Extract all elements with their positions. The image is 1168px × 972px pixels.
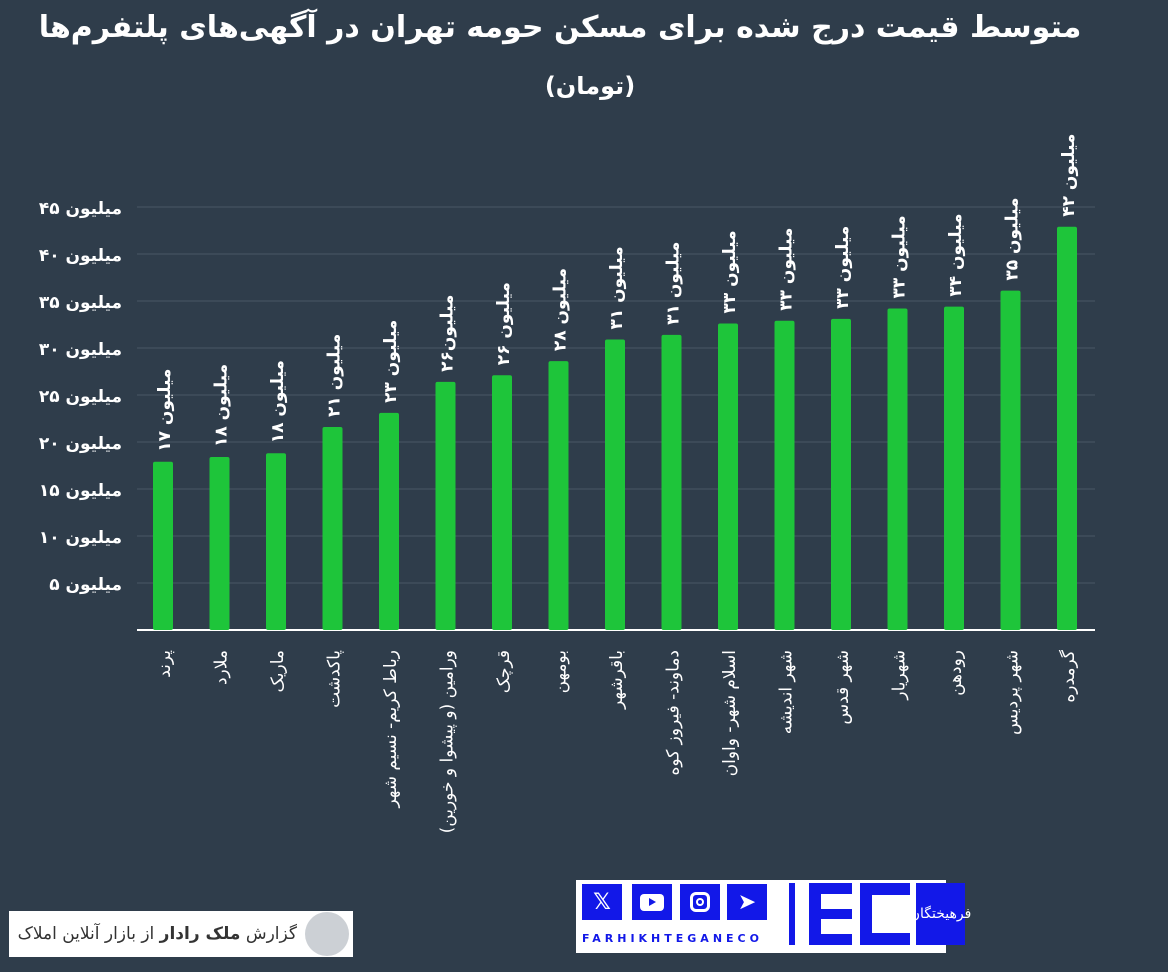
data-label: ۳۴ میلیون <box>946 213 966 296</box>
data-label: ۲۸ میلیون <box>551 268 571 351</box>
x-tick-label: شهر اندیشه <box>777 650 797 734</box>
bar <box>435 381 456 630</box>
x-tick-label: شهریار <box>890 650 910 701</box>
data-label: ۲۶میلیون <box>438 295 458 372</box>
data-label: ۳۳ میلیون <box>890 215 910 298</box>
y-tick-label: ۲۰ میلیون <box>39 434 122 454</box>
bar <box>209 457 230 630</box>
brand-fa-logo: فرهیختگان <box>910 883 971 945</box>
x-tick-label: رودهن <box>946 650 966 696</box>
x-tick-label: بومهن <box>551 650 571 693</box>
bar <box>605 339 625 630</box>
avatar <box>305 912 349 956</box>
bar <box>153 461 173 630</box>
instagram-icon <box>680 884 720 920</box>
x-tick-label: ماریک <box>268 650 288 692</box>
x-tick-label: باقرشهر <box>607 650 627 710</box>
brand-text: FARHIKHTEGANECO <box>582 932 763 945</box>
data-label: ۳۳ میلیون <box>777 228 797 311</box>
y-tick-label: ۴۵ میلیون <box>39 199 122 219</box>
y-tick-label: ۱۰ میلیون <box>39 528 122 548</box>
bar <box>266 453 286 630</box>
x-tick-label: قرچک <box>494 650 514 693</box>
bar <box>831 318 851 630</box>
bar <box>661 334 682 630</box>
iec-divider <box>789 883 795 945</box>
bar <box>379 412 399 630</box>
iec-letter-e <box>809 883 852 945</box>
x-icon: 𝕏 <box>582 884 622 920</box>
x-tick-label: ملارد <box>212 650 232 685</box>
bar <box>1057 226 1077 631</box>
x-tick-label: پاکدشت <box>325 650 345 708</box>
data-label: ۱۸ میلیون <box>268 360 288 443</box>
bar <box>887 308 908 630</box>
bar <box>492 375 512 630</box>
y-tick-label: ۵ میلیون <box>49 575 122 595</box>
bar <box>944 306 964 630</box>
bar <box>718 323 738 630</box>
x-tick-label: رباط کریم- نسیم شهر <box>381 650 401 809</box>
data-label: ۲۶ میلیون <box>494 282 514 365</box>
data-label: ۳۳ میلیون <box>720 230 740 313</box>
data-label: ۱۷ میلیون <box>155 369 175 452</box>
data-label: ۲۳ میلیون <box>381 320 401 403</box>
x-tick-label: دماوند- فیروز کوه <box>664 650 684 776</box>
telegram-icon: ➤ <box>727 884 767 920</box>
chart-subtitle: (تومان) <box>544 72 636 100</box>
chart-title: متوسط قیمت درج شده برای مسکن حومه تهران … <box>38 10 1082 45</box>
report-text: گزارش ملک رادار از بازار آنلاین املاک <box>17 924 297 944</box>
y-tick-label: ۳۵ میلیون <box>39 293 122 313</box>
bar-chart: ۵ میلیون ۱۰ میلیون ۱۵ میلیون ۲۰ میلیون ۲۵ می… <box>39 134 1095 833</box>
iec-letter-c <box>860 883 910 945</box>
publisher-logo: 𝕏 ➤ FARHIKHTEGANECO فرهیختگان <box>576 880 971 953</box>
data-label: ۱۸ میلیون <box>212 364 232 447</box>
x-tick-label: گرمدره <box>1058 649 1079 703</box>
data-label: ۳۳ میلیون <box>833 226 853 309</box>
x-tick-label: اسلام شهر- واوان <box>720 650 740 776</box>
bar <box>1000 290 1021 630</box>
data-label: ۳۱ میلیون <box>664 242 684 325</box>
bar <box>774 320 795 630</box>
bar <box>322 426 343 630</box>
youtube-icon <box>632 884 672 920</box>
y-tick-label: ۴۰ میلیون <box>39 246 122 266</box>
bar <box>548 361 569 630</box>
data-label: ۴۲ میلیون <box>1059 134 1079 217</box>
data-label: ۲۱ میلیون <box>325 334 345 417</box>
data-label: ۳۱ میلیون <box>607 246 627 329</box>
y-tick-label: ۱۵ میلیون <box>39 481 122 501</box>
report-badge: گزارش ملک رادار از بازار آنلاین املاک <box>9 911 353 957</box>
y-tick-label: ۲۵ میلیون <box>39 387 122 407</box>
x-tick-label: شهر قدس <box>833 650 853 725</box>
data-label: ۳۵ میلیون <box>1003 197 1023 280</box>
x-tick-label: ورامین (و پیشوا و خورین) <box>438 650 458 833</box>
x-tick-label: شهر پردیس <box>1003 650 1023 735</box>
y-tick-label: ۳۰ میلیون <box>39 340 122 360</box>
x-tick-label: پرند <box>155 650 175 678</box>
